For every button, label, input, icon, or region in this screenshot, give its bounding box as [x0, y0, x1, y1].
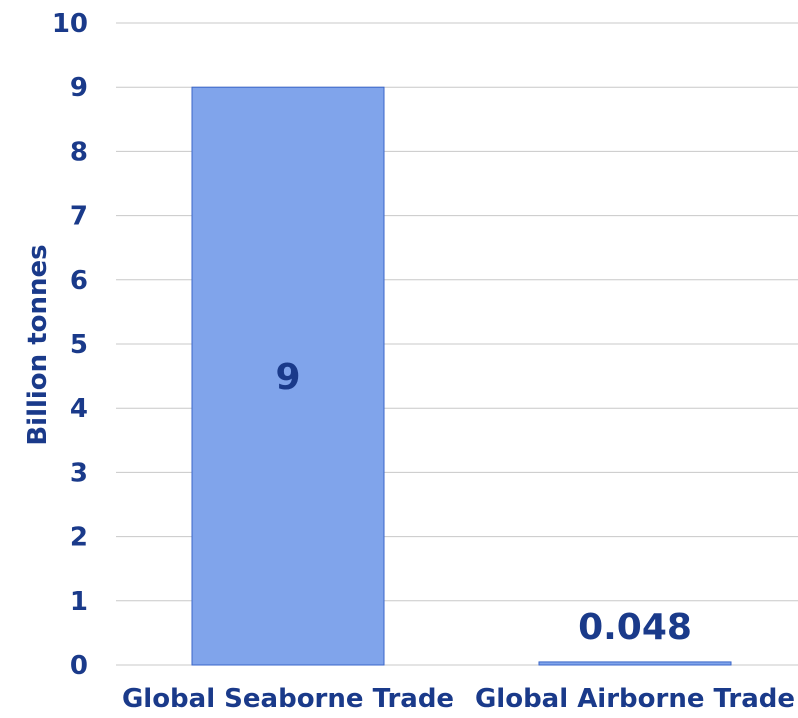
y-tick-label: 1 — [70, 587, 88, 617]
bar — [191, 86, 385, 666]
x-tick-label: Global Airborne Trade — [475, 684, 795, 714]
y-tick-label: 7 — [70, 202, 88, 232]
y-tick-label: 8 — [70, 137, 88, 167]
bar — [538, 661, 732, 666]
y-tick-label: 9 — [70, 73, 88, 103]
y-tick-label: 6 — [70, 266, 88, 296]
data-label: 0.048 — [578, 607, 692, 648]
y-axis-title: Billion tonnes — [23, 244, 53, 445]
y-tick-label: 3 — [70, 458, 88, 488]
y-tick-label: 0 — [70, 651, 88, 681]
bars — [191, 86, 732, 666]
x-tick-label: Global Seaborne Trade — [122, 684, 454, 714]
y-tick-label: 5 — [70, 330, 88, 360]
data-label: 9 — [275, 357, 300, 398]
x-axis-ticks: Global Seaborne Trade Global Airborne Tra… — [122, 684, 795, 714]
y-tick-label: 10 — [52, 9, 88, 39]
data-labels: 9 0.048 — [275, 357, 691, 648]
y-axis-ticks: 0 1 2 3 4 5 6 7 8 9 10 — [52, 9, 88, 681]
y-tick-label: 4 — [70, 394, 88, 424]
y-tick-label: 2 — [70, 523, 88, 553]
